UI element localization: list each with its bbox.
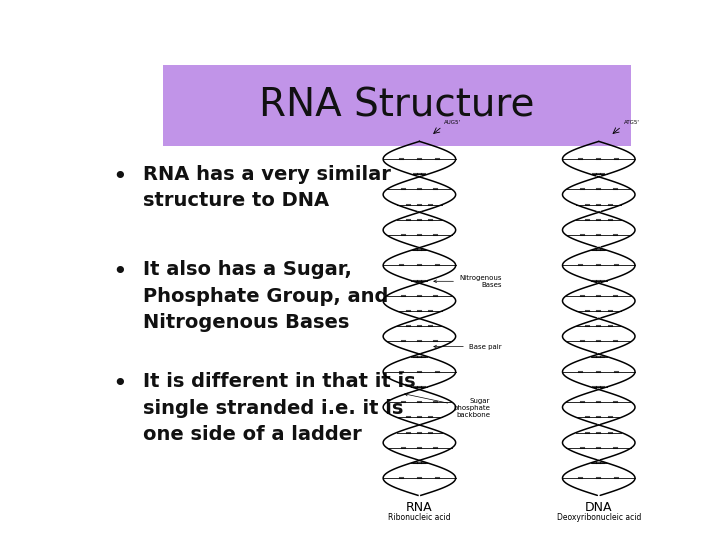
Text: It also has a Sugar,
Phosphate Group, and
Nitrogenous Bases: It also has a Sugar, Phosphate Group, an… (143, 260, 388, 332)
FancyBboxPatch shape (163, 65, 631, 146)
Text: Sugar
phosphate
backbone: Sugar phosphate backbone (405, 393, 490, 418)
Text: Nitrogenous
Bases: Nitrogenous Bases (434, 275, 501, 288)
Text: DNA: DNA (585, 501, 613, 514)
Text: RNA Structure: RNA Structure (259, 86, 535, 124)
Text: ATG5': ATG5' (624, 119, 639, 125)
Text: Base pair: Base pair (434, 343, 501, 349)
Text: Ribonucleic acid: Ribonucleic acid (388, 513, 451, 522)
Text: •: • (112, 373, 127, 396)
Text: •: • (112, 260, 127, 284)
Text: AUG5': AUG5' (444, 119, 462, 125)
Text: RNA: RNA (406, 501, 433, 514)
Text: It is different in that it is
single stranded i.e. it is
one side of a ladder: It is different in that it is single str… (143, 373, 415, 444)
Text: •: • (112, 165, 127, 188)
Text: Deoxyribonucleic acid: Deoxyribonucleic acid (557, 513, 641, 522)
Text: RNA has a very similar
structure to DNA: RNA has a very similar structure to DNA (143, 165, 391, 210)
